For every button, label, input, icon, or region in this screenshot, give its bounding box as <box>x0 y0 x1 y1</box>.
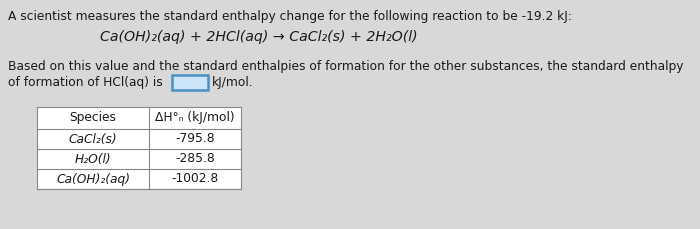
Text: Ca(OH)₂(aq) + 2HCl(aq) → CaCl₂(s) + 2H₂O(l): Ca(OH)₂(aq) + 2HCl(aq) → CaCl₂(s) + 2H₂O… <box>100 30 418 44</box>
Text: of formation of HCl(aq) is: of formation of HCl(aq) is <box>8 76 162 89</box>
Text: Based on this value and the standard enthalpies of formation for the other subst: Based on this value and the standard ent… <box>8 60 683 73</box>
Bar <box>37 107 241 189</box>
Text: -1002.8: -1002.8 <box>172 172 218 185</box>
Text: A scientist measures the standard enthalpy change for the following reaction to : A scientist measures the standard enthal… <box>8 10 572 23</box>
Text: -285.8: -285.8 <box>175 153 215 166</box>
Text: H₂O(l): H₂O(l) <box>75 153 111 166</box>
Text: Species: Species <box>69 112 116 125</box>
FancyBboxPatch shape <box>172 75 208 90</box>
Text: Ca(OH)₂(aq): Ca(OH)₂(aq) <box>56 172 130 185</box>
Text: ΔH°ₙ (kJ/mol): ΔH°ₙ (kJ/mol) <box>155 112 234 125</box>
Text: kJ/mol.: kJ/mol. <box>212 76 253 89</box>
Text: -795.8: -795.8 <box>175 133 215 145</box>
Text: CaCl₂(s): CaCl₂(s) <box>69 133 118 145</box>
